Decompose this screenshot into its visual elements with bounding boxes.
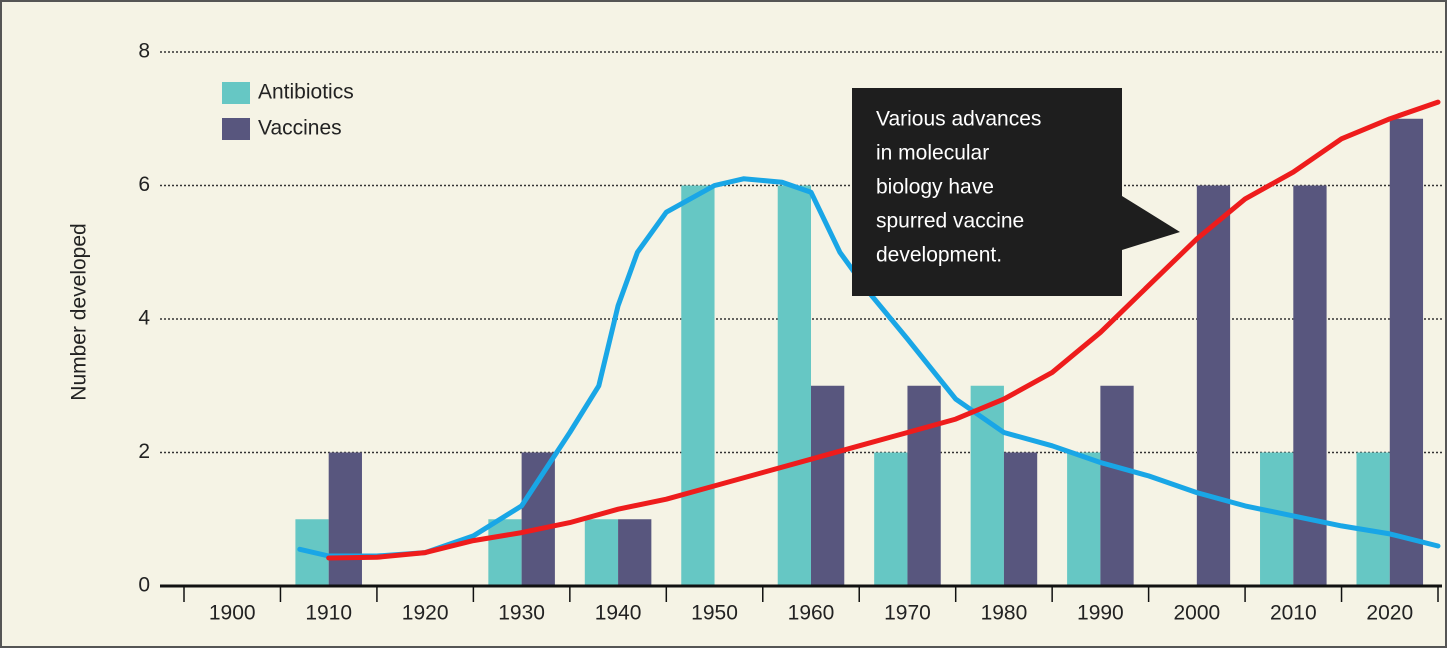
annotation-text: spurred vaccine bbox=[876, 210, 1024, 233]
bar bbox=[328, 452, 362, 586]
bar bbox=[1260, 452, 1294, 586]
legend-swatch bbox=[222, 82, 250, 104]
x-tick-label: 1930 bbox=[498, 602, 545, 625]
x-tick-label: 1960 bbox=[788, 602, 835, 625]
annotation-text: development. bbox=[876, 244, 1002, 267]
x-tick-label: 1970 bbox=[884, 602, 931, 625]
x-tick-label: 1920 bbox=[402, 602, 449, 625]
trend-line bbox=[326, 99, 1441, 561]
legend-label: Antibiotics bbox=[258, 81, 354, 104]
bar bbox=[1067, 452, 1101, 586]
bar bbox=[811, 385, 845, 586]
x-tick-label: 1950 bbox=[691, 602, 738, 625]
annotation-text: Various advances bbox=[876, 108, 1041, 131]
x-tick-label: 2020 bbox=[1366, 602, 1413, 625]
x-tick-label: 2010 bbox=[1270, 602, 1317, 625]
annotation-box bbox=[852, 88, 1180, 296]
bar bbox=[1389, 118, 1424, 586]
bar bbox=[1356, 452, 1390, 586]
y-tick-label: 0 bbox=[138, 574, 150, 597]
x-tick-label: 1980 bbox=[981, 602, 1028, 625]
x-tick-label: 1940 bbox=[595, 602, 642, 625]
bar bbox=[584, 519, 619, 586]
bar bbox=[874, 452, 908, 586]
y-tick-label: 6 bbox=[138, 173, 150, 196]
bar bbox=[777, 185, 811, 586]
bar bbox=[488, 519, 522, 586]
bar bbox=[1003, 452, 1038, 586]
bar bbox=[618, 519, 652, 586]
bar bbox=[681, 185, 715, 586]
x-tick-label: 1910 bbox=[305, 602, 352, 625]
bar bbox=[1293, 185, 1327, 586]
y-axis-label: Number developed bbox=[68, 223, 91, 400]
bar bbox=[1100, 385, 1134, 586]
x-tick-label: 1900 bbox=[209, 602, 256, 625]
y-tick-label: 4 bbox=[138, 307, 150, 330]
y-tick-label: 2 bbox=[138, 440, 150, 463]
x-tick-label: 2000 bbox=[1173, 602, 1220, 625]
trend-line bbox=[297, 176, 1441, 559]
x-tick-label: 1990 bbox=[1077, 602, 1124, 625]
y-tick-label: 8 bbox=[138, 40, 150, 63]
annotation-text: in molecular bbox=[876, 142, 989, 165]
bar bbox=[907, 385, 941, 586]
legend-swatch bbox=[222, 118, 250, 140]
legend-label: Vaccines bbox=[258, 117, 342, 140]
bar bbox=[521, 452, 555, 586]
annotation-text: biology have bbox=[876, 176, 994, 199]
bar bbox=[1196, 185, 1231, 586]
